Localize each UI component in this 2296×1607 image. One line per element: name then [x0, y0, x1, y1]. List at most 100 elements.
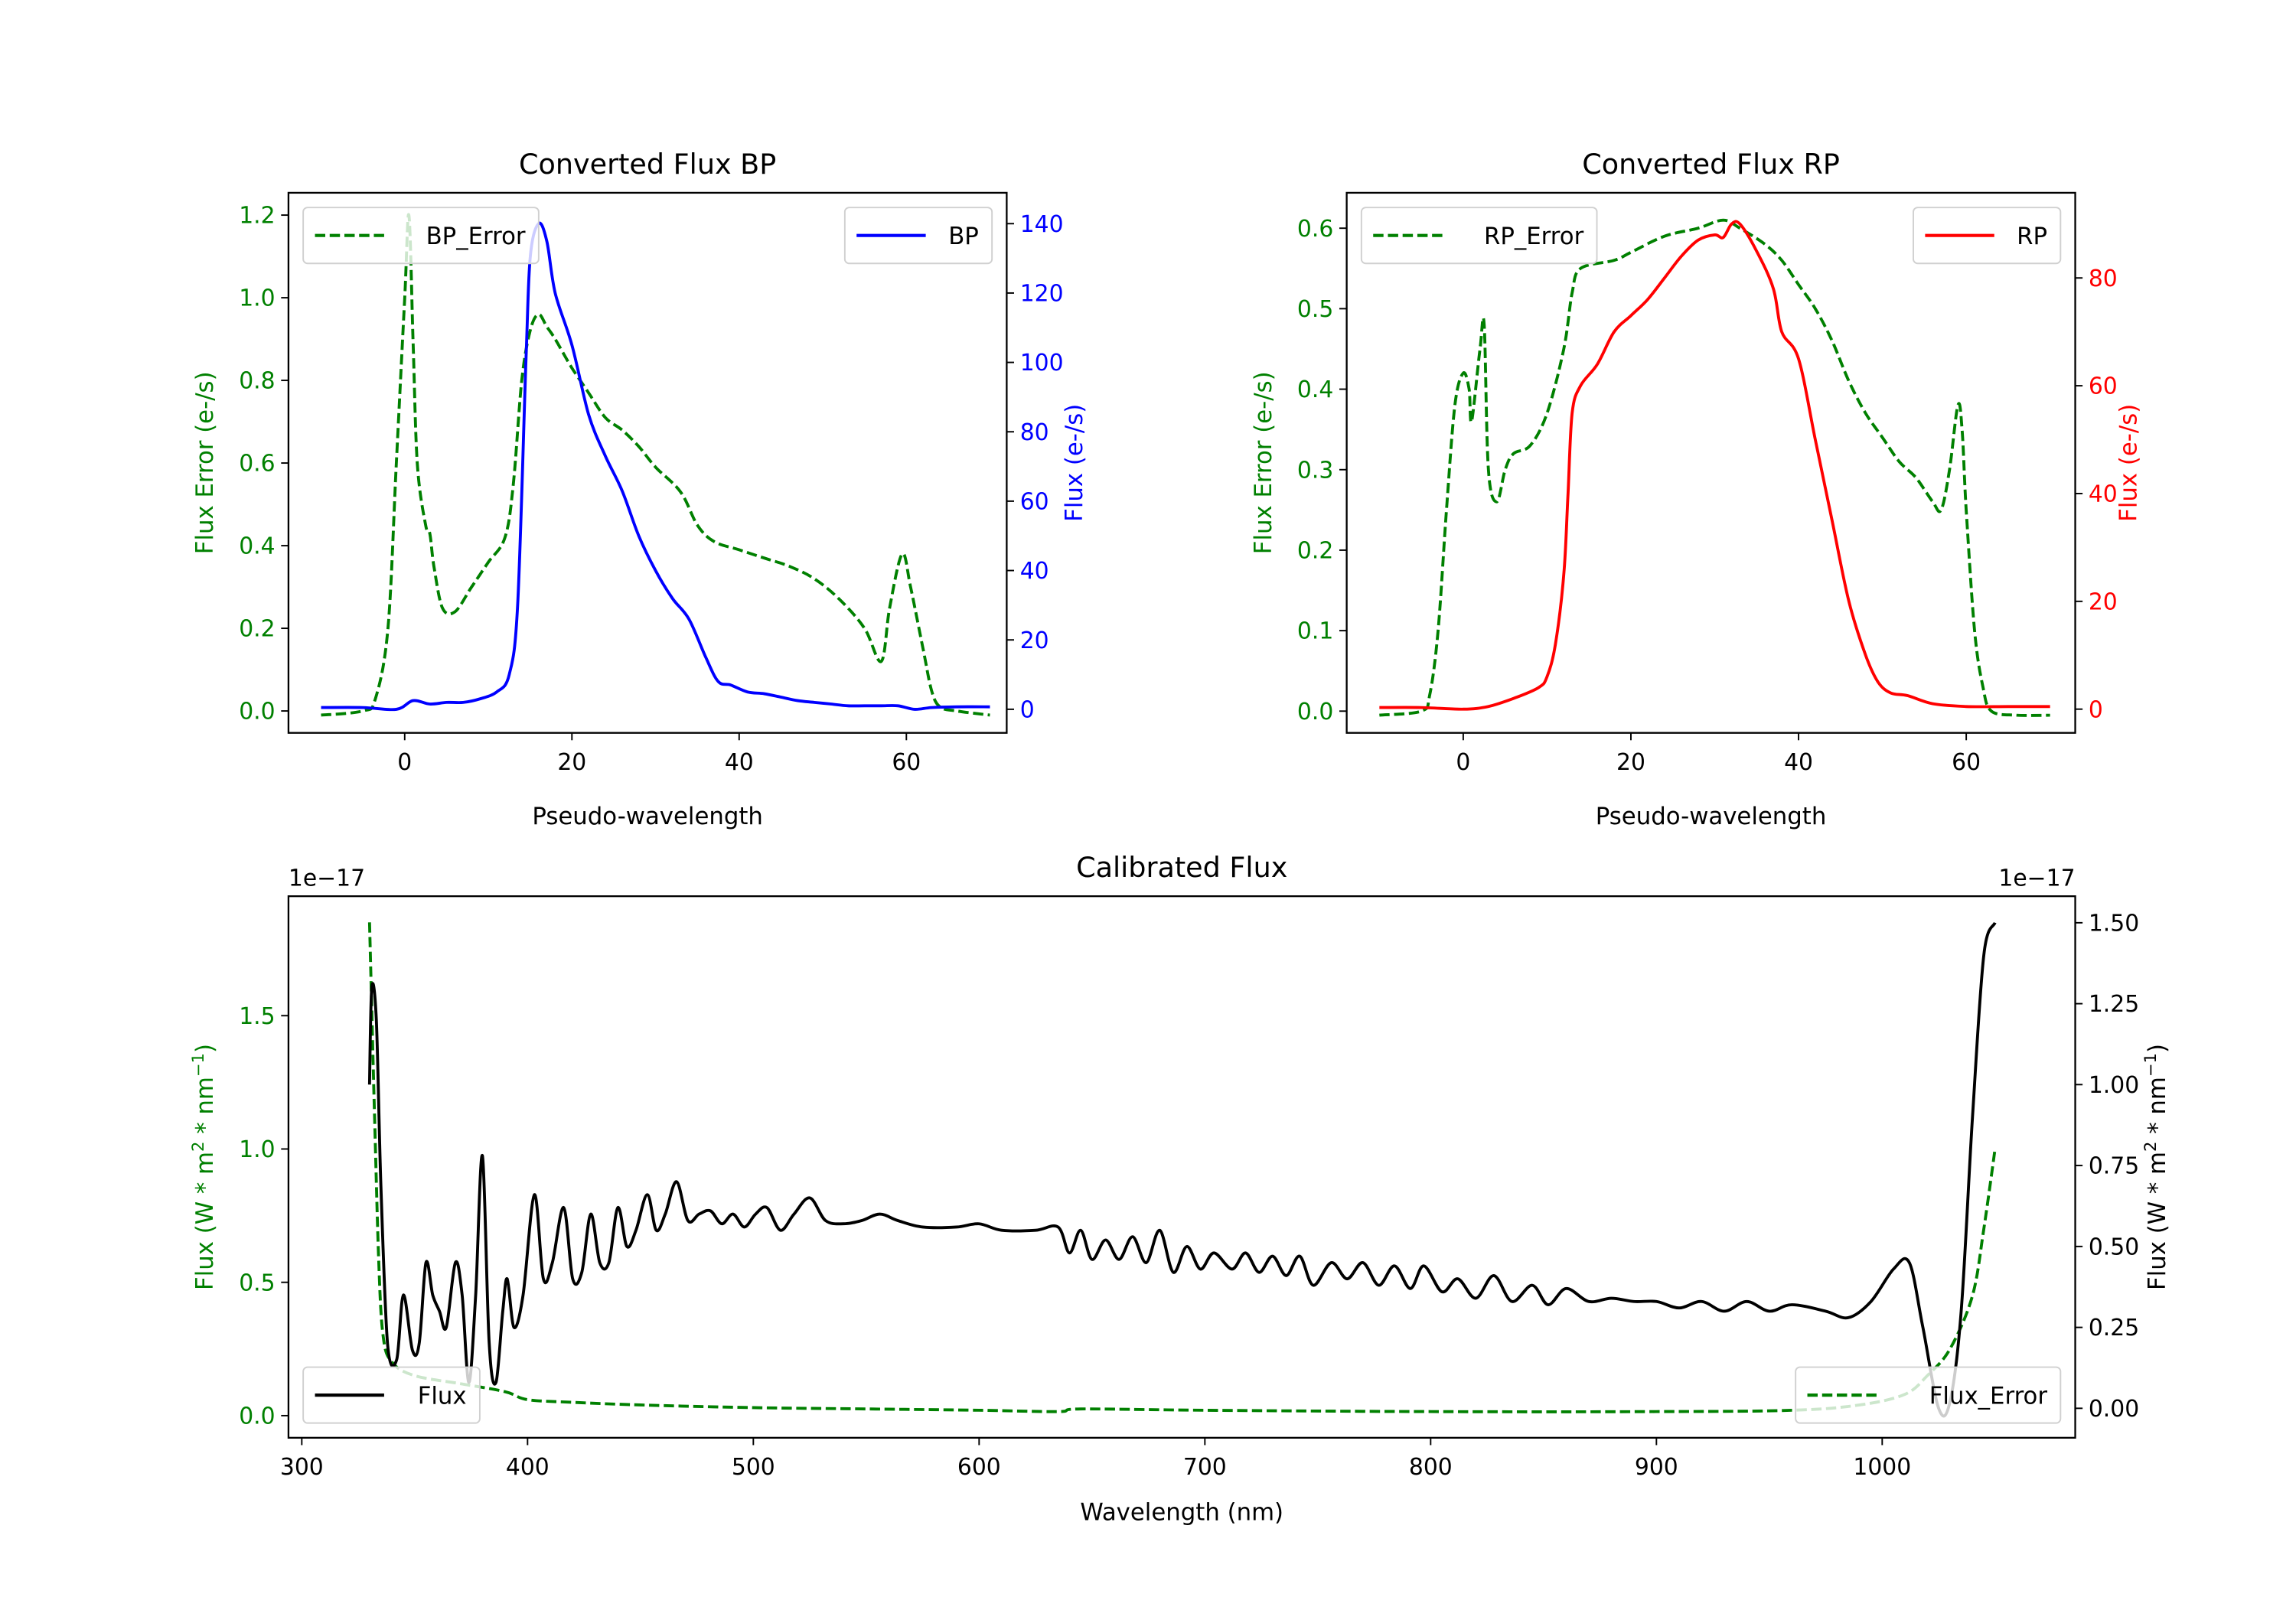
legend-label: RP [2017, 223, 2047, 250]
right-y-tick-label: 0 [1020, 696, 1035, 723]
legend-rp: RP [1913, 207, 2062, 265]
right-y-axis-label: Flux (e-/s) [1061, 404, 1088, 522]
x-tick-label: 20 [557, 749, 586, 776]
x-tick-label: 400 [506, 1454, 550, 1481]
y-axis-label-part: Flux (W * m [2144, 1152, 2171, 1290]
right-y-tick-label: 1.25 [2089, 991, 2139, 1018]
right-y-tick-label: 20 [1020, 627, 1049, 654]
x-tick-label: 800 [1409, 1454, 1453, 1481]
left-y-axis-label: Flux Error (e-/s) [1250, 371, 1277, 554]
x-tick-label: 40 [1784, 749, 1813, 776]
y-axis-label-part: ) [2144, 1044, 2171, 1053]
x-axis-label: Pseudo-wavelength [1596, 803, 1827, 830]
left-y-offset-label: 1e−17 [289, 865, 365, 892]
right-y-tick-label: 0.00 [2089, 1396, 2139, 1423]
plot-frame [287, 895, 2076, 1439]
x-tick-label: 20 [1616, 749, 1645, 776]
legend-bp-error: BP_Error [302, 207, 540, 265]
right-y-tick-label: 120 [1020, 281, 1064, 308]
right-y-tick-label: 40 [2089, 481, 2118, 508]
legend-box [302, 1366, 481, 1424]
x-tick-label: 500 [732, 1454, 775, 1481]
legend-bp: BP [843, 207, 993, 265]
legend-label: Flux [418, 1383, 467, 1410]
left-y-tick-label: 0.2 [239, 616, 275, 643]
x-tick-label: 900 [1635, 1454, 1678, 1481]
x-tick-label: 0 [397, 749, 412, 776]
series-bp-error-line [321, 213, 990, 717]
x-tick-label: 60 [892, 749, 921, 776]
right-y-offset-label: 1e−17 [1998, 865, 2075, 892]
right-y-axis-label: Flux (W * m2 * nm−1) [2141, 1044, 2171, 1290]
left-y-tick-label: 1.5 [239, 1003, 275, 1030]
left-y-tick-label: 0.1 [1297, 618, 1333, 645]
chart-title: Converted Flux BP [519, 148, 776, 181]
legend-label: Flux_Error [1929, 1383, 2048, 1410]
chart-title: Converted Flux RP [1582, 148, 1840, 181]
legend-label: RP_Error [1484, 223, 1584, 250]
x-axis-label: Pseudo-wavelength [532, 803, 763, 830]
y-axis-label-part: 2 [188, 1142, 207, 1152]
left-y-axis-label: Flux Error (e-/s) [191, 371, 219, 554]
right-y-tick-label: 60 [2089, 373, 2118, 400]
chart-1: 0 20 40 60 Pseudo-wavelength Converted Flux R… [1250, 148, 2143, 830]
y-axis-label-part: 2 [2141, 1142, 2160, 1152]
x-tick-label: 40 [725, 749, 754, 776]
legend-flux-error: Flux_Error [1795, 1366, 2062, 1424]
left-y-axis-label: Flux (W * m2 * nm−1) [188, 1044, 219, 1290]
left-y-tick-label: 0.2 [1297, 538, 1333, 565]
left-y-tick-label: 1.2 [239, 203, 275, 230]
series-flux-error-line [367, 922, 1997, 1413]
x-tick-label: 0 [1456, 749, 1470, 776]
right-y-tick-label: 0.75 [2089, 1153, 2139, 1180]
right-y-tick-label: 0.50 [2089, 1234, 2139, 1260]
right-y-tick-label: 80 [1020, 419, 1049, 446]
legend-box [302, 207, 540, 265]
left-y-tick-label: 0.3 [1297, 457, 1333, 484]
x-tick-label: 600 [957, 1454, 1001, 1481]
x-tick-label: 60 [1952, 749, 1981, 776]
chart-2: 300 400 500 600 700 800 900 1000 Wavelength (nm)… [188, 851, 2172, 1526]
legend-label: BP [948, 223, 979, 250]
y-axis-label-part: −1 [188, 1053, 207, 1077]
left-y-tick-label: 0.0 [1297, 699, 1333, 725]
plot-frame [1345, 191, 2076, 734]
left-y-tick-label: 0.0 [239, 1403, 275, 1430]
right-y-tick-label: 1.00 [2089, 1072, 2139, 1099]
legend-rp-error: RP_Error [1360, 207, 1598, 265]
legend-label: BP_Error [426, 223, 526, 250]
left-y-tick-label: 0.4 [239, 533, 275, 560]
y-axis-label-part: −1 [2141, 1053, 2160, 1077]
series-rp-error-line [1379, 218, 2050, 717]
left-y-tick-label: 0.6 [1297, 216, 1333, 243]
left-y-tick-label: 0.0 [239, 699, 275, 725]
right-y-tick-label: 100 [1020, 350, 1064, 376]
x-axis-label: Wavelength (nm) [1080, 1499, 1283, 1527]
right-y-tick-label: 0.25 [2089, 1315, 2139, 1341]
right-y-tick-label: 80 [2089, 266, 2118, 292]
y-axis-label-part: ) [191, 1044, 219, 1053]
right-y-tick-label: 0 [2089, 696, 2103, 723]
x-tick-label: 300 [280, 1454, 324, 1481]
x-tick-label: 700 [1183, 1454, 1227, 1481]
chart-title: Calibrated Flux [1076, 851, 1287, 884]
left-y-tick-label: 1.0 [239, 1136, 275, 1163]
series-flux-line [367, 921, 1997, 1418]
right-y-axis-label: Flux (e-/s) [2115, 404, 2143, 522]
left-y-tick-label: 0.6 [239, 451, 275, 478]
left-y-tick-label: 0.8 [239, 368, 275, 395]
legend-box [1795, 1366, 2062, 1424]
x-tick-label: 1000 [1853, 1454, 1911, 1481]
right-y-tick-label: 20 [2089, 588, 2118, 615]
left-y-tick-label: 0.5 [239, 1270, 275, 1296]
right-y-tick-label: 40 [1020, 558, 1049, 585]
left-y-tick-label: 0.5 [1297, 296, 1333, 323]
legend-flux: Flux [302, 1366, 481, 1424]
series-rp-line [1379, 220, 2050, 711]
legend-box [1360, 207, 1598, 265]
right-y-tick-label: 1.50 [2089, 910, 2139, 937]
chart-0: 0 20 40 60 Pseudo-wavelength Converted Flux B… [191, 148, 1088, 830]
right-y-tick-label: 140 [1020, 211, 1064, 238]
series-bp-line [321, 221, 990, 712]
